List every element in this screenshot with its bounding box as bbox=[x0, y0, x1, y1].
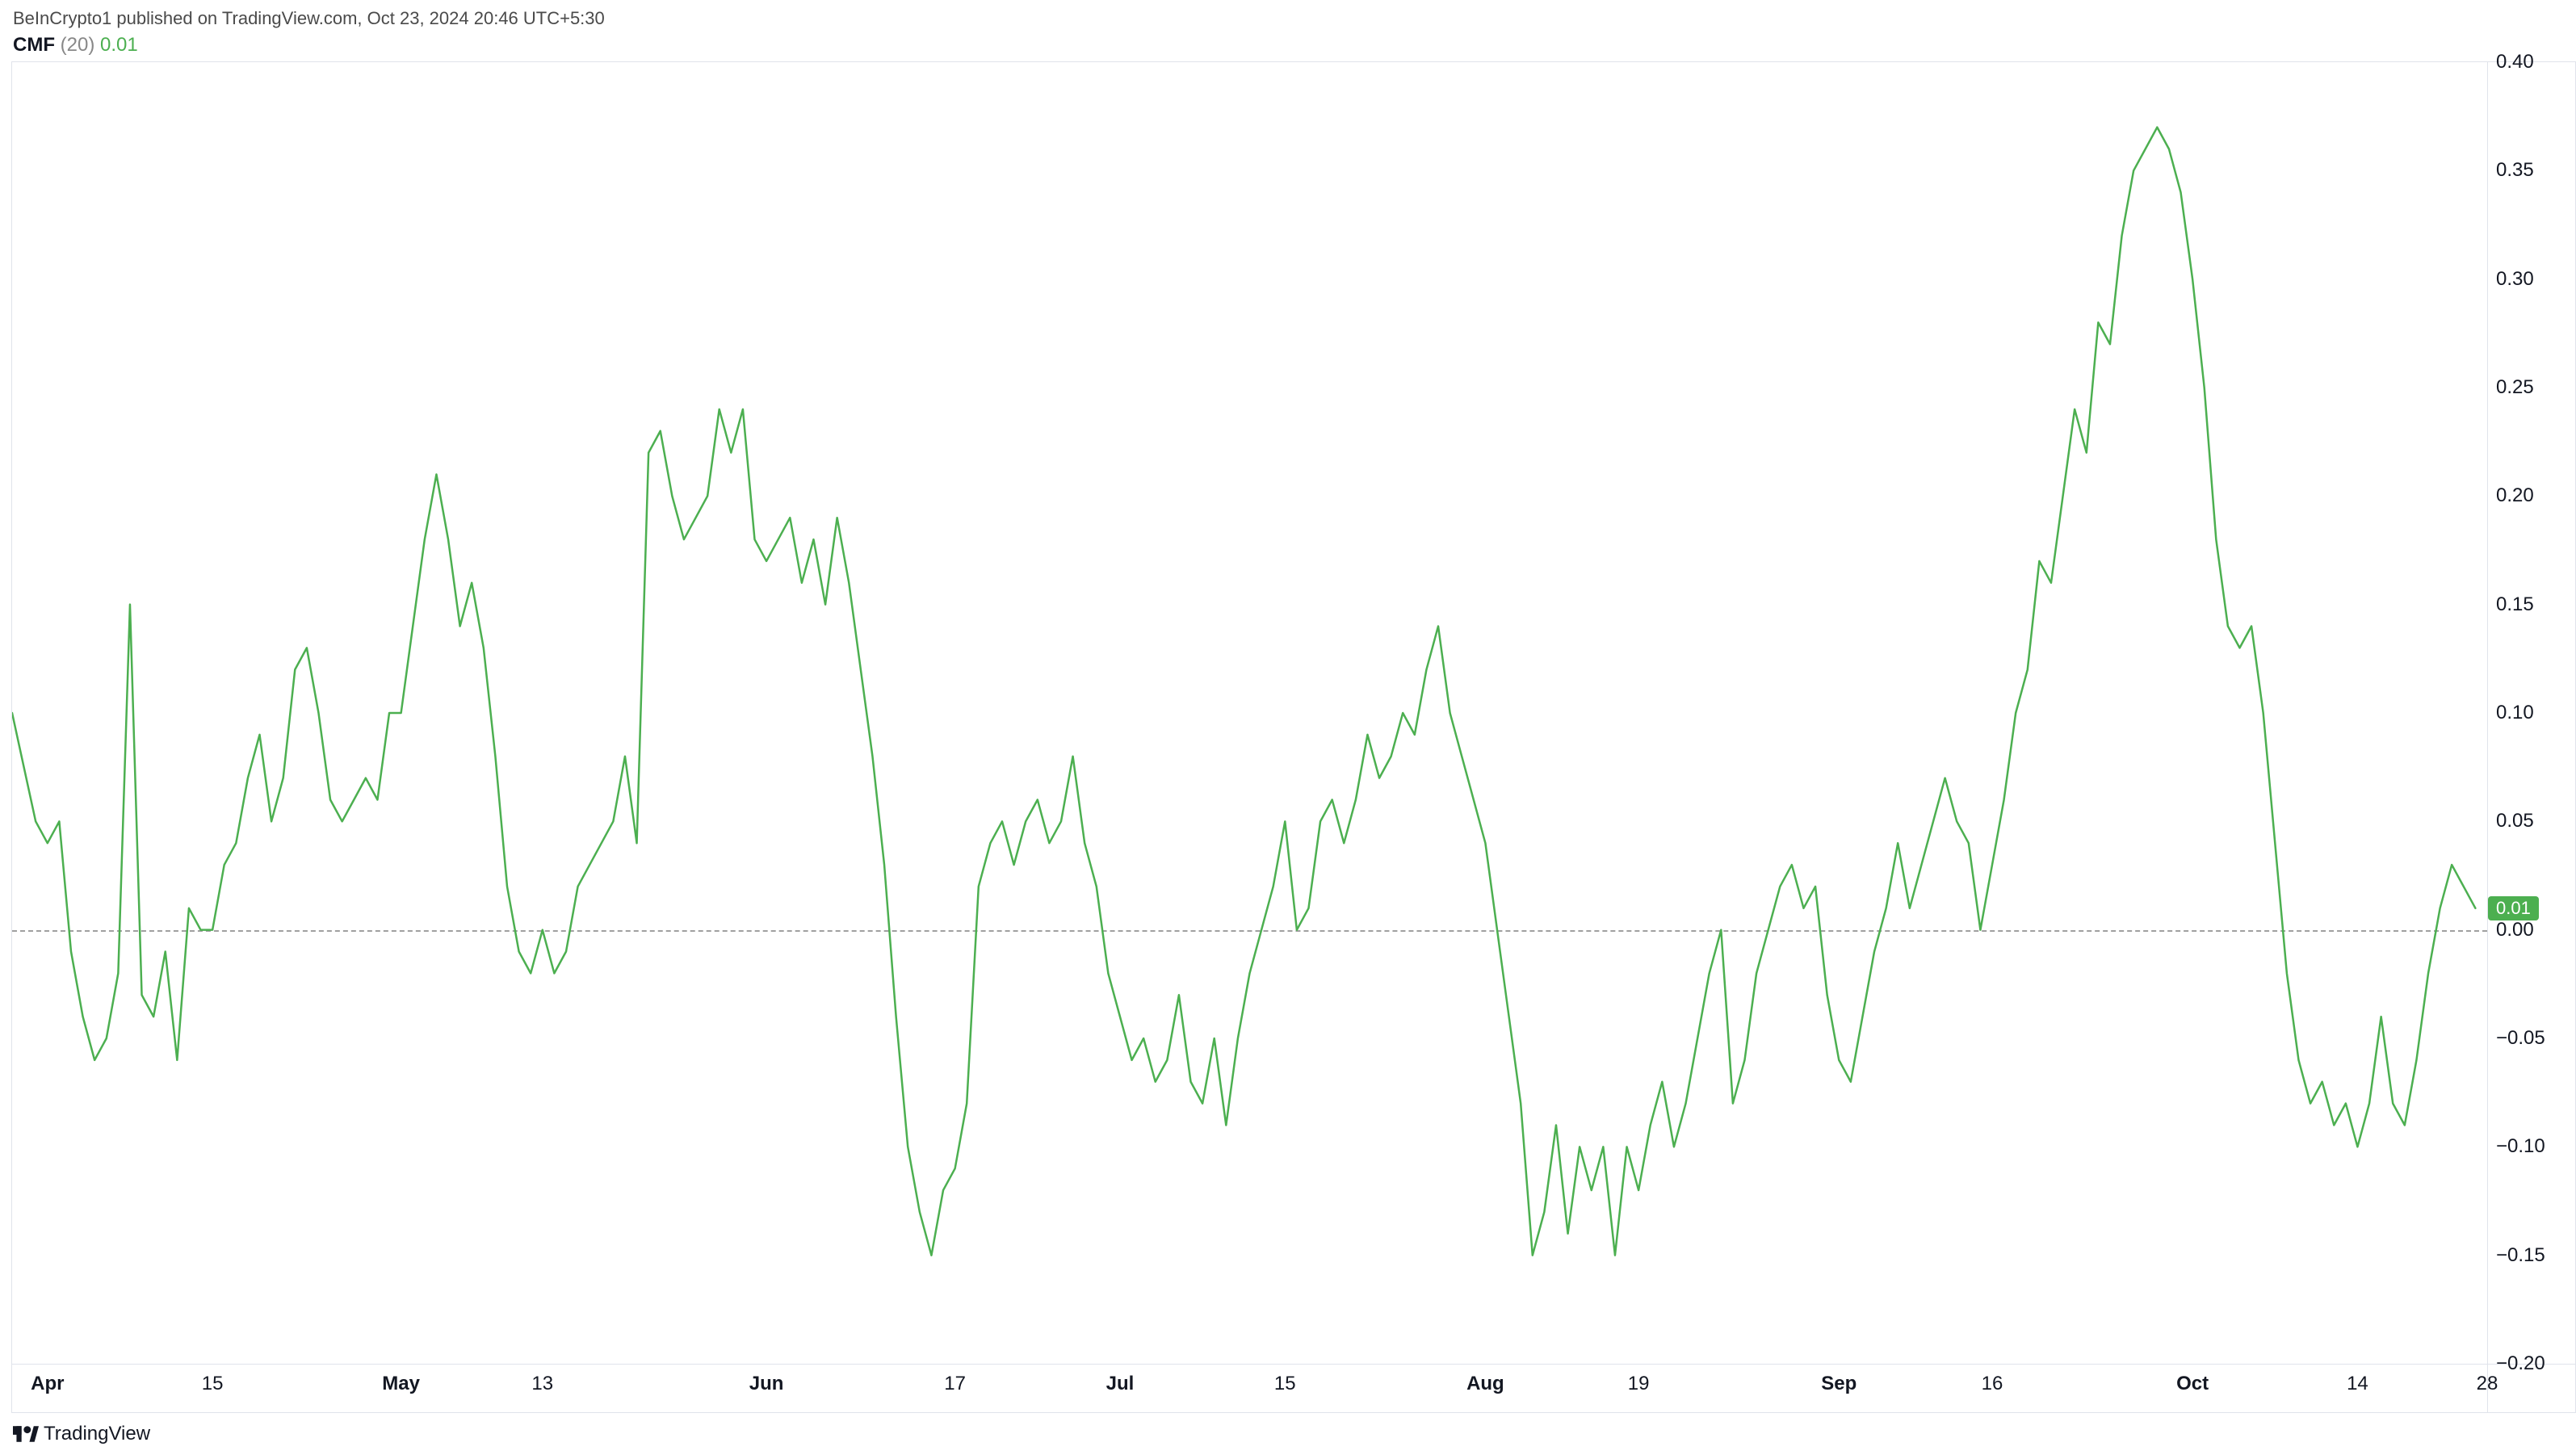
x-axis-tick: Sep bbox=[1821, 1373, 1856, 1395]
x-axis-tick: 19 bbox=[1628, 1373, 1650, 1395]
y-axis-tick: 0.25 bbox=[2496, 376, 2534, 399]
x-axis-tick: 16 bbox=[1982, 1373, 2003, 1395]
x-axis-tick: Jul bbox=[1106, 1373, 1135, 1395]
y-axis-tick: 0.30 bbox=[2496, 268, 2534, 291]
cmf-line-series bbox=[12, 62, 2487, 1364]
x-axis-tick: 17 bbox=[944, 1373, 966, 1395]
x-axis-tick: Oct bbox=[2176, 1373, 2209, 1395]
y-axis-tick: −0.05 bbox=[2496, 1027, 2545, 1050]
y-axis-tick: 0.05 bbox=[2496, 810, 2534, 832]
x-axis-tick: Apr bbox=[31, 1373, 64, 1395]
x-axis[interactable]: Apr15May13Jun17Jul15Aug19Sep16Oct1428 bbox=[11, 1365, 2487, 1413]
y-axis-tick: 0.15 bbox=[2496, 593, 2534, 616]
indicator-value: 0.01 bbox=[100, 34, 138, 56]
x-axis-tick: Aug bbox=[1466, 1373, 1504, 1395]
x-axis-tick: May bbox=[382, 1373, 420, 1395]
y-axis-tick: 0.35 bbox=[2496, 159, 2534, 182]
indicator-period: (20) bbox=[61, 34, 95, 56]
attribution-text: BeInCrypto1 published on TradingView.com… bbox=[0, 0, 2576, 32]
y-axis[interactable]: 0.400.350.300.250.200.150.100.050.00−0.0… bbox=[2487, 61, 2576, 1365]
y-axis-tick: −0.15 bbox=[2496, 1244, 2545, 1267]
chart-plot-area[interactable] bbox=[11, 61, 2487, 1365]
tradingview-logo-icon bbox=[13, 1426, 39, 1442]
x-axis-tick: 14 bbox=[2347, 1373, 2368, 1395]
indicator-legend: CMF (20) 0.01 bbox=[0, 32, 2576, 61]
tradingview-logo: TradingView bbox=[13, 1423, 150, 1445]
x-axis-tick: 15 bbox=[1274, 1373, 1296, 1395]
x-axis-tick: Jun bbox=[749, 1373, 784, 1395]
last-value-badge: 0.01 bbox=[2488, 896, 2539, 920]
y-axis-tick: 0.10 bbox=[2496, 702, 2534, 724]
y-axis-tick: −0.20 bbox=[2496, 1352, 2545, 1375]
x-axis-tick: 28 bbox=[2477, 1373, 2498, 1395]
y-axis-tick: 0.20 bbox=[2496, 484, 2534, 507]
y-axis-tick: 0.00 bbox=[2496, 919, 2534, 941]
indicator-name: CMF bbox=[13, 34, 55, 56]
y-axis-tick: 0.40 bbox=[2496, 51, 2534, 73]
tradingview-logo-text: TradingView bbox=[44, 1423, 150, 1445]
x-axis-tick: 15 bbox=[202, 1373, 224, 1395]
y-axis-tick: −0.10 bbox=[2496, 1135, 2545, 1158]
x-axis-tick: 13 bbox=[531, 1373, 553, 1395]
